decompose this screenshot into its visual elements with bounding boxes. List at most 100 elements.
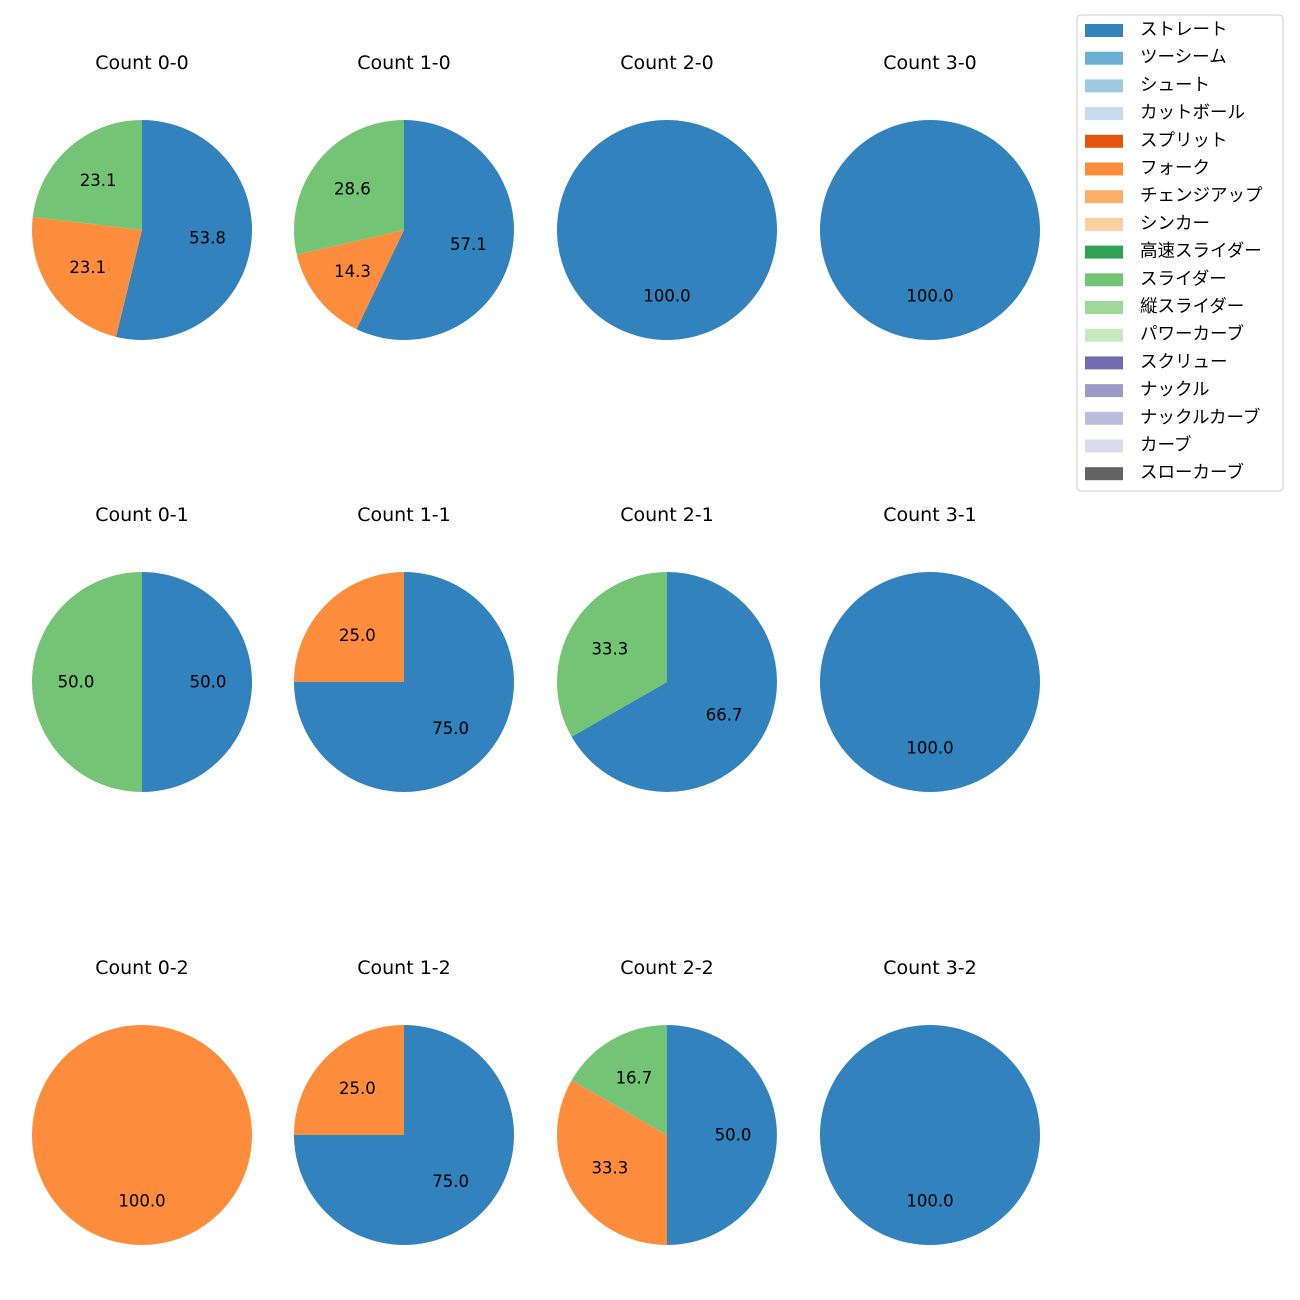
legend-label: ツーシーム [1140, 48, 1227, 68]
pie-slice-count-2-1-0 [571, 572, 777, 792]
pie-title: Count 2-0 [620, 52, 714, 74]
legend-frame [1076, 14, 1284, 492]
pie-label: 100.0 [906, 1192, 953, 1211]
pie-count-0-0: Count 0-0 53.8 23.1 23.1 [32, 52, 252, 341]
pie-title: Count 0-1 [95, 504, 189, 526]
pie-title: Count 3-2 [883, 957, 977, 979]
legend-swatch [1085, 467, 1123, 481]
pie-label: 14.3 [334, 262, 371, 281]
legend-entry: 縦スライダー [1085, 297, 1244, 317]
pie-label: 28.6 [334, 179, 371, 198]
legend-label: カーブ [1140, 435, 1191, 456]
legend-entry: パワーカーブ [1085, 324, 1244, 345]
legend: ストレートツーシームシュートカットボールスプリットフォークチェンジアップシンカー… [1076, 14, 1284, 492]
pie-slice-count-1-1-1 [294, 572, 404, 682]
legend-label: フォーク [1140, 159, 1210, 179]
legend-swatch [1085, 24, 1123, 37]
legend-label: カットボール [1140, 103, 1245, 123]
pie-slice-count-2-2-2 [571, 1025, 667, 1135]
pie-title: Count 1-1 [357, 504, 451, 526]
legend-entry: カーブ [1085, 435, 1191, 456]
pie-count-1-2: Count 1-2 75.0 25.0 [294, 957, 514, 1245]
legend-swatch [1085, 328, 1123, 342]
legend-label: パワーカーブ [1140, 324, 1244, 345]
legend-swatch [1085, 384, 1123, 398]
pie-slice-count-3-0-0 [820, 120, 1040, 340]
legend-label: ストレート [1140, 20, 1228, 40]
pie-count-3-1: Count 3-1 100.0 [820, 504, 1040, 792]
legend-swatch [1085, 273, 1123, 287]
pie-slice-count-2-1-1 [556, 572, 667, 737]
legend-swatch [1085, 190, 1123, 204]
pie-label: 75.0 [432, 719, 469, 738]
pie-slice-count-0-0-2 [32, 120, 142, 230]
pie-count-0-2: Count 0-2 100.0 [32, 957, 252, 1245]
pie-slice-count-0-1-0 [142, 572, 252, 792]
pie-count-1-1: Count 1-1 75.0 25.0 [294, 504, 514, 792]
pie-slice-count-0-0-0 [115, 120, 252, 341]
legend-entry: スクリュー [1085, 352, 1228, 372]
legend-label: ナックルカーブ [1140, 407, 1260, 428]
legend-swatch [1085, 217, 1123, 231]
legend-swatch [1085, 301, 1123, 314]
legend-entry: フォーク [1085, 159, 1210, 179]
legend-swatch [1085, 411, 1123, 425]
legend-entry: 高速スライダー [1085, 242, 1262, 262]
pie-slice-count-0-0-1 [32, 216, 142, 337]
legend-swatch [1085, 356, 1123, 370]
legend-label: スクリュー [1140, 352, 1228, 372]
legend-entry: チェンジアップ [1085, 186, 1263, 206]
pie-label: 50.0 [58, 673, 95, 692]
legend-label: スプリット [1140, 131, 1228, 151]
legend-entry: スローカーブ [1085, 462, 1244, 483]
legend-entry: ツーシーム [1085, 48, 1227, 68]
legend-entry: シンカー [1085, 214, 1210, 234]
pie-label: 100.0 [118, 1192, 165, 1211]
pie-title: Count 0-0 [95, 52, 189, 74]
legend-entry: ナックル [1085, 380, 1209, 400]
pie-count-0-1: Count 0-1 50.0 50.0 [32, 504, 252, 792]
pie-panels: Count 0-0 53.8 23.1 23.1 Count 1-0 57.1 14.3 28… [32, 52, 1040, 1245]
pie-label: 57.1 [450, 235, 487, 254]
pie-count-2-2: Count 2-2 50.0 33.3 16.7 [556, 957, 777, 1245]
pie-slice-count-3-1-0 [820, 572, 1040, 792]
legend-label: シュート [1140, 75, 1210, 95]
pie-count-2-0: Count 2-0 100.0 [557, 52, 777, 340]
pie-slice-count-2-2-0 [667, 1025, 777, 1245]
pie-title: Count 0-2 [95, 957, 189, 979]
legend-label: 高速スライダー [1140, 242, 1262, 262]
pie-label: 50.0 [190, 673, 227, 692]
legend-entry: スライダー [1085, 269, 1227, 289]
pie-slice-count-3-2-0 [820, 1025, 1040, 1245]
legend-entry: ナックルカーブ [1085, 407, 1260, 428]
legend-label: 縦スライダー [1140, 297, 1244, 317]
pie-slice-count-1-0-1 [296, 230, 404, 330]
pie-count-3-0: Count 3-0 100.0 [820, 52, 1040, 340]
legend-label: スローカーブ [1140, 462, 1244, 483]
legend-entry: カットボール [1085, 103, 1245, 123]
legend-swatch [1085, 245, 1123, 259]
pie-slice-count-2-2-1 [556, 1080, 667, 1245]
pie-count-3-2: Count 3-2 100.0 [820, 957, 1040, 1245]
pie-label: 23.1 [80, 171, 117, 190]
pie-label: 100.0 [906, 739, 953, 758]
pie-label: 75.0 [432, 1172, 469, 1191]
pie-slice-count-2-0-0 [557, 120, 777, 340]
pie-count-1-0: Count 1-0 57.1 14.3 28.6 [294, 52, 514, 340]
legend-swatch [1085, 79, 1123, 93]
legend-swatch [1085, 107, 1123, 121]
legend-label: ナックル [1140, 380, 1209, 400]
pie-label: 53.8 [189, 228, 226, 247]
legend-label: チェンジアップ [1140, 186, 1263, 206]
legend-swatch [1085, 162, 1123, 176]
pie-title: Count 2-1 [620, 504, 714, 526]
pie-slice-count-1-0-2 [294, 120, 404, 255]
pie-title: Count 3-1 [883, 504, 977, 526]
pie-slice-count-1-0-0 [356, 120, 514, 340]
pie-slice-count-0-1-1 [32, 572, 142, 792]
legend-label: シンカー [1140, 214, 1210, 234]
pie-label: 100.0 [906, 287, 953, 306]
pie-title: Count 3-0 [883, 52, 977, 74]
pie-label: 23.1 [69, 258, 106, 277]
